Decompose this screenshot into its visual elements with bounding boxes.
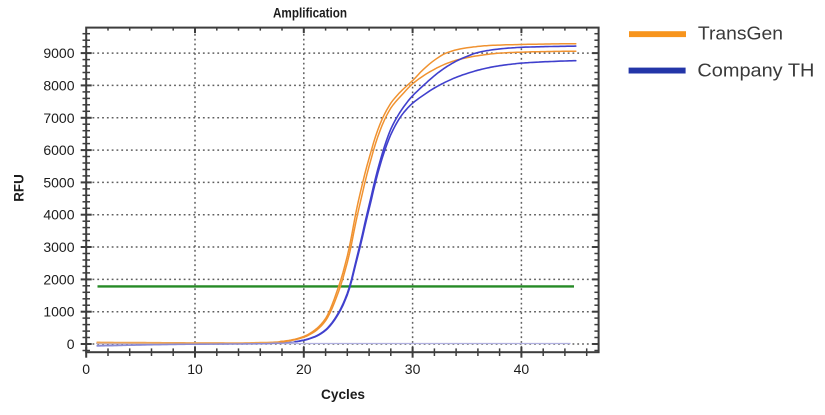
svg-text:40: 40 <box>514 361 530 377</box>
svg-text:20: 20 <box>296 361 312 377</box>
svg-text:8000: 8000 <box>43 77 74 93</box>
svg-text:RFU: RFU <box>11 174 27 202</box>
svg-text:TransGen: TransGen <box>698 23 783 44</box>
svg-text:0: 0 <box>67 336 75 352</box>
svg-text:Cycles: Cycles <box>321 386 365 402</box>
svg-text:Amplification: Amplification <box>273 4 347 20</box>
svg-text:10: 10 <box>187 361 203 377</box>
svg-text:0: 0 <box>82 361 90 377</box>
svg-text:6000: 6000 <box>43 142 74 158</box>
svg-text:1000: 1000 <box>43 304 74 320</box>
svg-text:7000: 7000 <box>43 110 74 126</box>
svg-text:2000: 2000 <box>43 271 74 287</box>
svg-text:9000: 9000 <box>43 45 74 61</box>
svg-text:5000: 5000 <box>43 174 74 190</box>
svg-text:30: 30 <box>405 361 421 377</box>
svg-text:4000: 4000 <box>43 207 74 223</box>
svg-text:Company TH: Company TH <box>697 60 814 81</box>
svg-text:3000: 3000 <box>43 239 74 255</box>
